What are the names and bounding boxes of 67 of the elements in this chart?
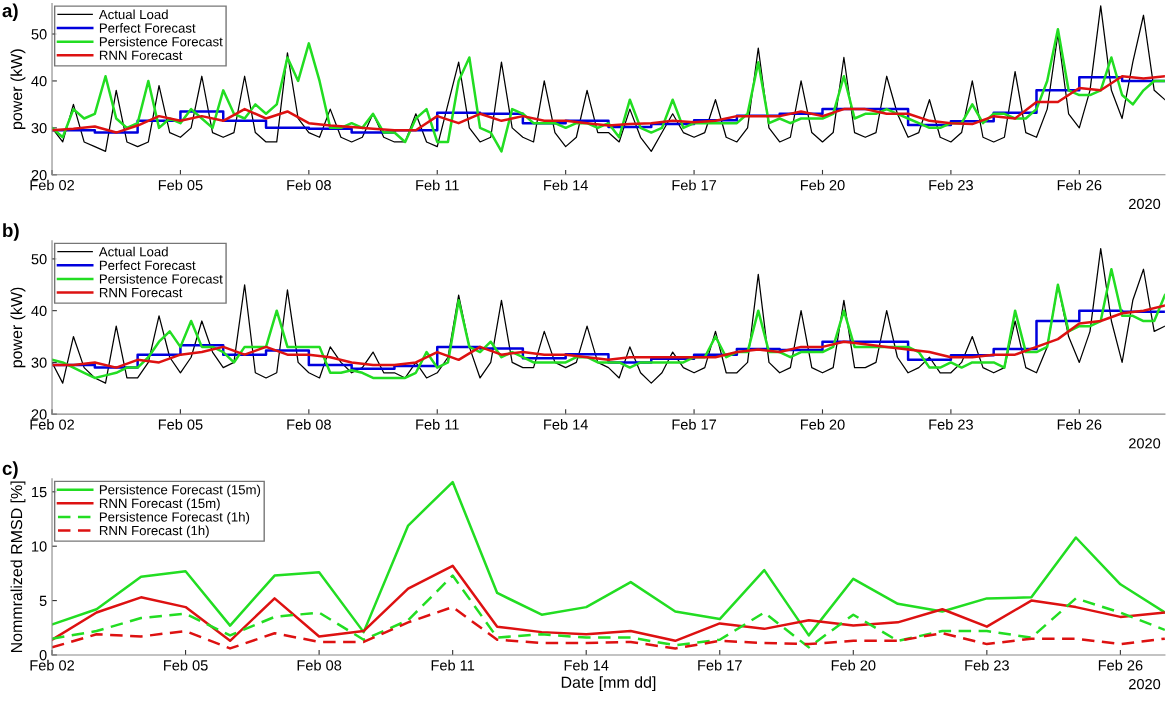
legend-label: Perfect Forecast <box>99 260 196 271</box>
y-axis-title: power (kW) <box>10 49 26 129</box>
x-tick-label: Feb 08 <box>297 659 342 671</box>
x-tick-label: Feb 26 <box>1057 179 1102 191</box>
text: 2020 <box>1129 198 1161 210</box>
x-tick-label: Feb 05 <box>158 179 203 191</box>
y-tick-label: 10 <box>32 541 47 552</box>
legend-label: RNN Forecast <box>99 50 183 60</box>
text: 2020 <box>1129 438 1161 449</box>
legend-label: Persistence Forecast <box>99 36 223 47</box>
text: 2020 <box>1129 678 1161 690</box>
y-axis-title: Nommralized RMSD [%] <box>10 481 26 653</box>
x-tick-label: Feb 02 <box>30 179 74 191</box>
x-tick-label: Feb 11 <box>416 419 459 430</box>
chart-title: b) <box>3 223 19 241</box>
y-tick-label: 40 <box>31 305 47 317</box>
line-series <box>52 564 1165 643</box>
chart-title: a) <box>2 3 18 21</box>
line-series <box>52 605 1165 650</box>
x-tick-label: Feb 26 <box>1098 659 1143 671</box>
y-tick-label: 0 <box>39 650 47 661</box>
y-tick-label: 50 <box>31 254 47 265</box>
x-tick-label: Feb 20 <box>800 179 845 191</box>
x-tick-label: Feb 17 <box>698 659 742 671</box>
x-tick-label: Feb 08 <box>287 419 331 430</box>
x-tick-label: Feb 23 <box>965 659 1009 671</box>
chart-title: c) <box>2 461 18 479</box>
y-tick-label: 30 <box>31 357 47 368</box>
x-tick-label: Feb 05 <box>158 419 203 430</box>
x-tick-label: Feb 08 <box>287 179 331 191</box>
line-series <box>52 247 1165 384</box>
x-tick-label: Feb 02 <box>30 659 74 671</box>
legend-label: Actual Load <box>98 9 168 20</box>
x-tick-label: Feb 14 <box>544 179 588 191</box>
y-tick-label: 20 <box>31 169 47 181</box>
x-tick-label: Feb 14 <box>564 659 609 671</box>
legend-label: RNN Forecast (15m) <box>99 498 220 511</box>
x-tick-label: Feb 05 <box>164 659 208 671</box>
x-tick-label: Feb 23 <box>929 419 973 430</box>
line-series <box>52 574 1165 649</box>
x-tick-label: Feb 20 <box>831 659 876 671</box>
legend-label: Persistence Forecast <box>99 273 223 284</box>
legend-label: RNN Forecast <box>99 288 183 298</box>
x-tick-label: Feb 26 <box>1057 419 1102 430</box>
x-tick-label: Feb 17 <box>672 179 717 191</box>
line-series <box>52 5 1165 152</box>
y-tick-label: 20 <box>31 409 47 420</box>
y-tick-label: 50 <box>31 29 47 40</box>
y-tick-label: 5 <box>39 595 47 607</box>
x-tick-label: Feb 20 <box>800 419 845 430</box>
x-tick-label: Feb 11 <box>431 659 475 671</box>
x-axis-title: Date [mm dd] <box>561 676 656 692</box>
x-tick-label: Feb 14 <box>544 419 588 430</box>
x-tick-label: Feb 11 <box>416 179 459 191</box>
legend-label: Persistence Forecast (1h) <box>99 511 250 525</box>
line-series <box>52 480 1165 637</box>
y-tick-label: 40 <box>31 76 47 87</box>
y-axis-title: power (kW) <box>10 287 26 368</box>
legend-label: Persistence Forecast (15m) <box>99 484 261 497</box>
legend-label: RNN Forecast (1h) <box>99 525 209 538</box>
x-tick-label: Feb 02 <box>30 419 74 430</box>
x-tick-label: Feb 23 <box>929 179 973 191</box>
legend-label: Actual Load <box>98 246 168 257</box>
y-tick-label: 15 <box>32 487 47 498</box>
x-tick-label: Feb 17 <box>672 419 717 430</box>
y-tick-label: 30 <box>31 122 47 134</box>
legend-label: Perfect Forecast <box>99 23 196 33</box>
